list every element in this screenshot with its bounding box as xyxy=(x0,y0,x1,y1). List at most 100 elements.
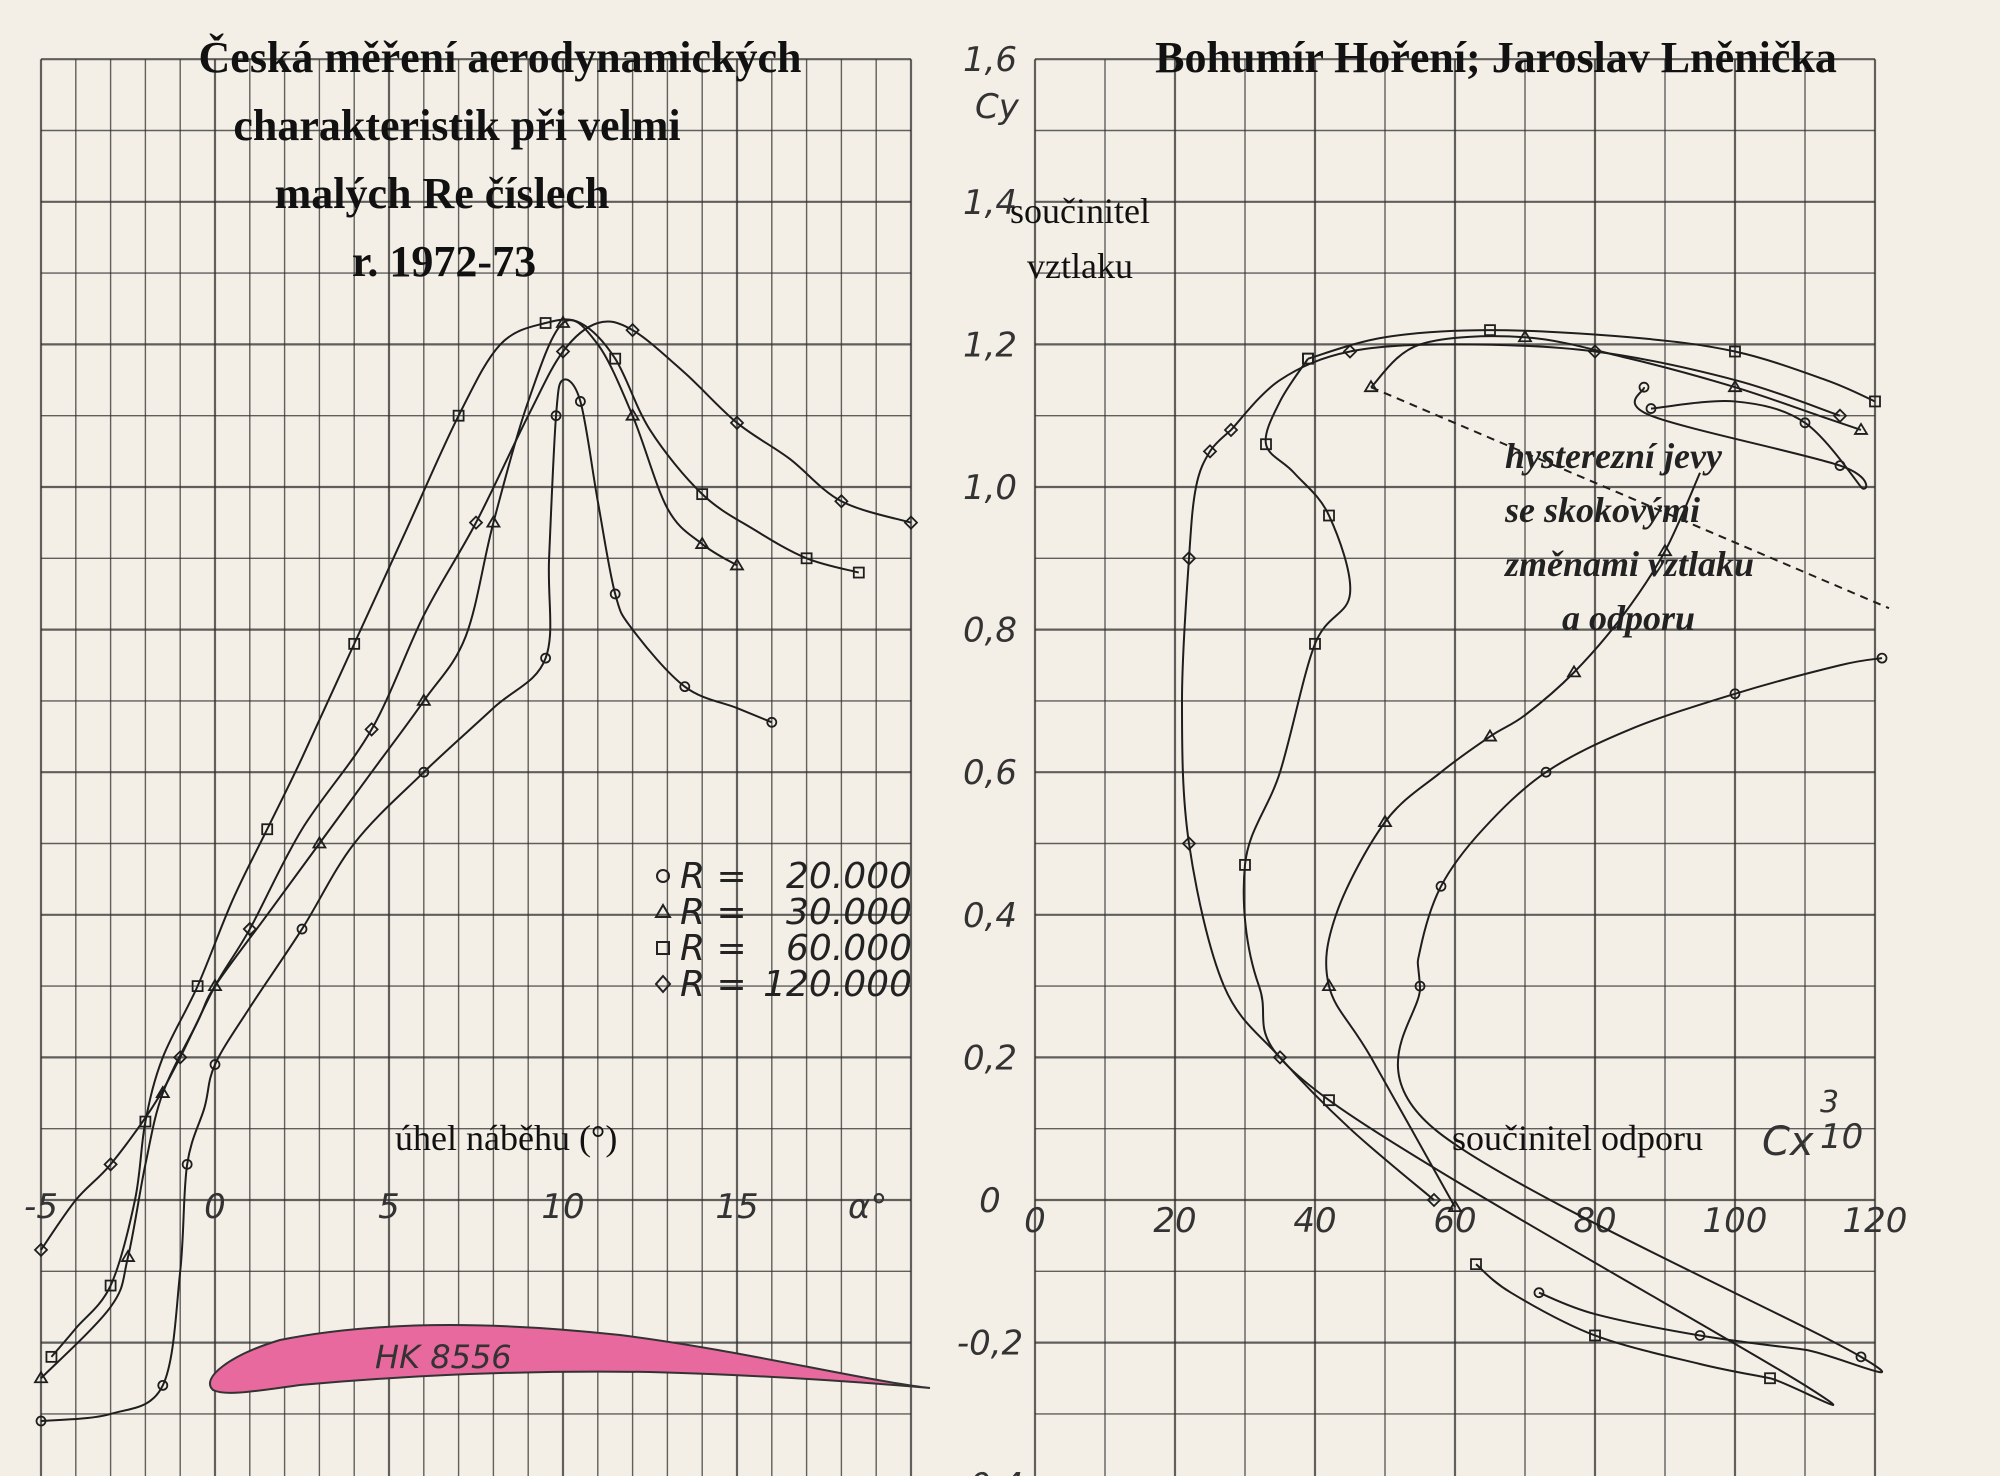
legend-marker-square xyxy=(656,941,670,955)
data-point xyxy=(766,716,778,728)
title-left-line2: charakteristik při velmi xyxy=(233,101,680,150)
series-line xyxy=(1396,657,1883,1374)
data-point xyxy=(33,1370,49,1384)
data-point xyxy=(609,352,622,365)
data-point xyxy=(1181,551,1197,566)
data-point xyxy=(418,766,430,778)
data-point xyxy=(120,1249,136,1262)
data-point xyxy=(550,410,562,422)
data-point xyxy=(1302,352,1314,365)
series-circle xyxy=(1396,652,1888,1374)
data-point xyxy=(1869,395,1881,408)
data-point xyxy=(104,1279,117,1292)
data-point xyxy=(1694,1330,1706,1341)
legend: R = 20.000 R = 30.000 R = 60.000 R = 120… xyxy=(654,856,912,1005)
series-circle xyxy=(1633,381,1868,490)
data-point xyxy=(1645,403,1657,414)
data-point xyxy=(555,315,571,328)
data-point xyxy=(1260,438,1272,451)
data-point xyxy=(45,1350,58,1363)
data-point xyxy=(1540,766,1552,778)
data-point xyxy=(1853,422,1869,435)
data-point xyxy=(311,835,327,849)
data-point xyxy=(1764,1372,1776,1385)
x-tick-label: 0 xyxy=(1024,1201,1046,1241)
legend-value-3: 60.000 xyxy=(786,928,912,969)
data-point xyxy=(191,980,204,992)
legend-label-2: R = xyxy=(680,892,747,933)
y-tick-label: 0 xyxy=(979,1181,1001,1221)
hysteresis-note-line1: hysterezní jevy xyxy=(1505,436,1723,476)
data-point xyxy=(1657,543,1673,557)
series-circle xyxy=(35,378,778,1427)
data-point xyxy=(729,415,745,431)
data-point xyxy=(35,1415,47,1427)
data-point xyxy=(539,317,552,329)
alpha-name: úhel náběhu (°) xyxy=(395,1118,617,1158)
data-point xyxy=(852,566,865,579)
lift-curve-plot xyxy=(33,315,919,1427)
data-point xyxy=(1799,417,1811,429)
data-point xyxy=(1727,379,1743,393)
data-point xyxy=(261,823,274,836)
cy-name-line2: vztlaku xyxy=(1027,246,1133,286)
data-point xyxy=(1832,408,1848,423)
data-point xyxy=(1223,422,1239,438)
series-line xyxy=(1180,429,1435,1201)
series-line xyxy=(1230,343,1841,431)
data-point xyxy=(1377,814,1393,828)
data-point xyxy=(209,1059,221,1070)
data-point xyxy=(1729,688,1741,700)
data-point xyxy=(468,515,484,530)
data-point xyxy=(207,978,223,991)
data-point xyxy=(1363,379,1379,393)
title-left-line1: Česká měření aerodynamických xyxy=(199,33,802,82)
cy-name-line1: součinitel xyxy=(1010,191,1150,231)
data-point xyxy=(575,396,586,407)
title-left-line3: malých Re číslech xyxy=(275,169,610,218)
airfoil-label: HK 8556 xyxy=(375,1338,512,1376)
data-point xyxy=(1435,880,1447,892)
x-tick-label: -5 xyxy=(24,1187,58,1227)
data-point xyxy=(1202,444,1218,459)
x-tick-label: 80 xyxy=(1573,1201,1616,1241)
x-tick-label: 100 xyxy=(1703,1201,1768,1241)
hysteresis-note-line2: se skokovými xyxy=(1504,490,1700,530)
data-point xyxy=(1587,344,1603,359)
cx-name: součinitel odporu xyxy=(1452,1118,1703,1158)
data-point xyxy=(1447,1199,1463,1213)
data-point xyxy=(1272,1050,1288,1065)
data-point xyxy=(1323,1094,1335,1107)
series-line xyxy=(1633,386,1868,490)
data-point xyxy=(181,1158,193,1170)
cy-symbol: Cy xyxy=(975,87,1020,127)
data-point xyxy=(348,637,361,650)
y-tick-label: 0,2 xyxy=(963,1038,1017,1078)
data-point xyxy=(416,693,432,706)
data-point xyxy=(172,1050,188,1065)
x-tick-label: 5 xyxy=(378,1187,400,1227)
x-tick-label: 60 xyxy=(1433,1201,1476,1241)
data-point xyxy=(1876,652,1888,664)
y-tick-label: 0,4 xyxy=(963,896,1017,936)
data-point xyxy=(103,1157,118,1172)
data-point xyxy=(1589,1329,1601,1342)
legend-marker-triangle xyxy=(654,903,672,918)
y-tick-label: 1,2 xyxy=(963,325,1017,365)
hysteresis-boundary xyxy=(1370,386,1890,610)
series-line xyxy=(1307,329,1876,403)
x-tick-label: 15 xyxy=(715,1187,758,1227)
data-point xyxy=(729,557,745,571)
legend-marker-diamond xyxy=(654,974,672,994)
series-triangle xyxy=(33,315,745,1384)
y-tick-label: 1,4 xyxy=(963,183,1017,223)
legend-label-3: R = xyxy=(680,928,747,969)
legend-value-4: 120.000 xyxy=(763,964,912,1005)
legend-label-1: R = xyxy=(680,856,747,897)
data-point xyxy=(242,921,258,937)
y-tick-label: -0,2 xyxy=(957,1324,1023,1364)
data-point xyxy=(1482,728,1498,742)
data-point xyxy=(1414,980,1426,992)
axis-tick-labels: 1,6 1,4 1,2 1,0 0,8 0,6 0,4 0,2 0 -0,2 -0,4 -5 0 5 10 1… xyxy=(24,40,1907,1476)
